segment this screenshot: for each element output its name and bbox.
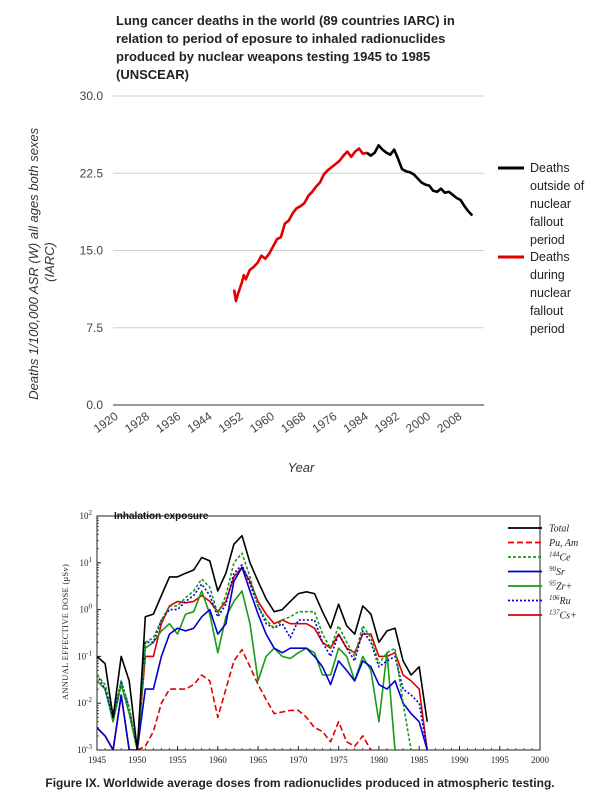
y-axis-label: Deaths 1/100,000 ASR (W) all ages both s… <box>26 124 57 400</box>
legend-label: 95Zr+ <box>549 580 572 593</box>
y-tick-label: 10-3 <box>77 743 92 755</box>
x-tick-label: 1936 <box>153 409 183 436</box>
legend: Deaths outside of nuclear fallout period Deat… <box>498 161 585 336</box>
y-tick-labels: 102 101 100 10-1 10-2 10-3 <box>77 509 92 755</box>
x-tick-label: 1945 <box>88 755 107 765</box>
y-tick-label: 7.5 <box>86 321 103 335</box>
x-tick-label: 2000 <box>531 755 550 765</box>
y-tick-label: 30.0 <box>80 89 104 103</box>
y-tick-label: 10-2 <box>77 696 92 708</box>
y-tick-label: 100 <box>80 603 93 615</box>
y-tick-label: 101 <box>80 556 93 568</box>
figure-caption: Figure IX. Worldwide average doses from … <box>45 776 555 790</box>
chart-title: Lung cancer deaths in the world (89 coun… <box>116 13 455 82</box>
x-tick-label: 1944 <box>185 409 215 436</box>
series-line <box>97 566 428 750</box>
x-tick-labels: 1945 1950 1955 1960 1965 1970 1975 1980 1985 1990… <box>88 755 550 765</box>
x-tick-label: 1928 <box>122 409 152 436</box>
legend-label: 90Sr <box>549 565 565 578</box>
x-tick-label: 2008 <box>434 409 464 436</box>
x-tick-label: 1985 <box>410 755 429 765</box>
x-tick-label: 1975 <box>330 755 349 765</box>
x-tick-label: 1970 <box>289 755 308 765</box>
x-tick-label: 1995 <box>491 755 510 765</box>
x-tick-label: 1950 <box>128 755 147 765</box>
legend-label: nuclear <box>530 197 571 211</box>
series-line <box>366 144 474 217</box>
y-tick-label: 102 <box>80 509 93 521</box>
legend-label: during <box>530 268 565 282</box>
legend-label: 144Ce <box>549 551 571 564</box>
x-tick-label: 1965 <box>249 755 268 765</box>
series-line <box>97 564 428 750</box>
legend-label: Deaths <box>530 161 570 175</box>
series-line <box>97 566 428 750</box>
legend-label: outside of <box>530 179 585 193</box>
plot-frame <box>96 515 541 751</box>
series-lines <box>232 144 474 303</box>
y-tick-label: 22.5 <box>80 166 104 180</box>
x-tick-label: 2000 <box>403 409 433 436</box>
legend-label: 106Ru <box>549 594 571 607</box>
legend-label: 137Cs+ <box>549 609 577 622</box>
x-tick-labels: 1920 1928 1936 1944 1952 1960 1968 1976 1984 1992… <box>91 409 465 436</box>
y-axis-label: ANNUAL EFFECTIVE DOSE (μSv) <box>60 564 70 700</box>
series-lines <box>97 534 428 750</box>
x-tick-label: 1976 <box>310 409 340 436</box>
series-line <box>97 552 412 750</box>
legend-label: period <box>530 322 565 336</box>
grid-lines <box>113 95 484 406</box>
y-tick-label: 15.0 <box>80 244 104 258</box>
x-axis-label: Year <box>288 460 315 475</box>
legend-label: fallout <box>530 215 564 229</box>
x-tick-label: 1980 <box>370 755 389 765</box>
x-tick-label: 1968 <box>278 409 308 436</box>
y-tick-label: 10-1 <box>77 649 92 661</box>
series-line <box>97 590 396 750</box>
x-tick-label: 1984 <box>341 409 371 436</box>
x-tick-label: 1992 <box>372 409 402 436</box>
lung-cancer-chart: 30.022.515.07.50.0 1920 1928 1936 1944 1952 1… <box>26 89 585 475</box>
x-tick-label: 1960 <box>247 409 277 436</box>
x-tick-label: 1920 <box>91 409 121 436</box>
legend-label: Pu, Am <box>548 538 578 549</box>
series-line <box>97 534 428 750</box>
legend-label: Total <box>549 524 569 535</box>
y-axis-label-line-2: (IARC) <box>42 242 57 282</box>
y-tick-label: 0.0 <box>86 398 103 412</box>
legend-label: fallout <box>530 304 564 318</box>
x-tick-label: 1955 <box>169 755 188 765</box>
y-axis-label-line-1: Deaths 1/100,000 ASR (W) all ages both s… <box>26 127 41 399</box>
series-line <box>232 147 368 303</box>
x-tick-label: 1952 <box>216 409 246 436</box>
legend-label: period <box>530 233 565 247</box>
x-tick-label: 1990 <box>450 755 469 765</box>
chart2-subtitle: Inhalation exposure <box>114 511 209 522</box>
y-tick-labels: 30.0 22.5 15.0 7.5 0.0 <box>80 89 104 412</box>
legend-label: Deaths <box>530 250 570 264</box>
legend-label: nuclear <box>530 286 571 300</box>
series-line <box>136 648 372 750</box>
x-tick-label: 1960 <box>209 755 228 765</box>
